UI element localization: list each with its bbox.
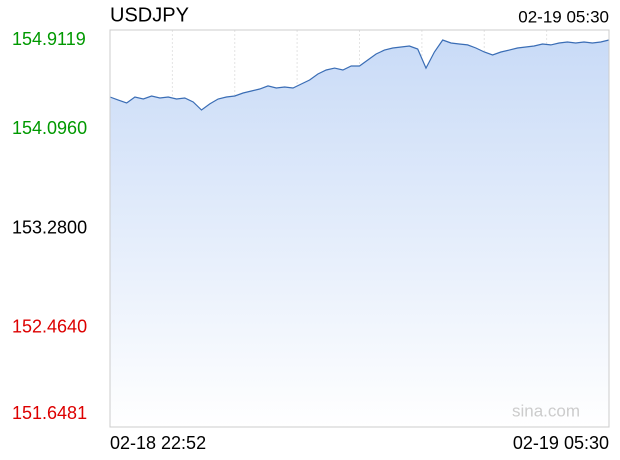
x-tick-label: 02-18 22:52 xyxy=(110,433,206,453)
y-tick-label: 152.4640 xyxy=(12,317,87,337)
x-tick-label: 02-19 05:30 xyxy=(513,433,609,453)
area xyxy=(110,40,609,427)
time-label: 02-19 05:30 xyxy=(518,7,609,26)
y-tick-label: 154.9119 xyxy=(12,29,86,49)
chart-title: USDJPY xyxy=(110,4,189,26)
y-tick-label: 153.2800 xyxy=(12,217,87,237)
line xyxy=(109,39,610,111)
plot-border xyxy=(109,29,610,428)
y-tick-label: 154.0960 xyxy=(12,118,87,138)
y-tick-label: 151.6481 xyxy=(12,403,87,423)
watermark: sina.com xyxy=(512,401,580,420)
